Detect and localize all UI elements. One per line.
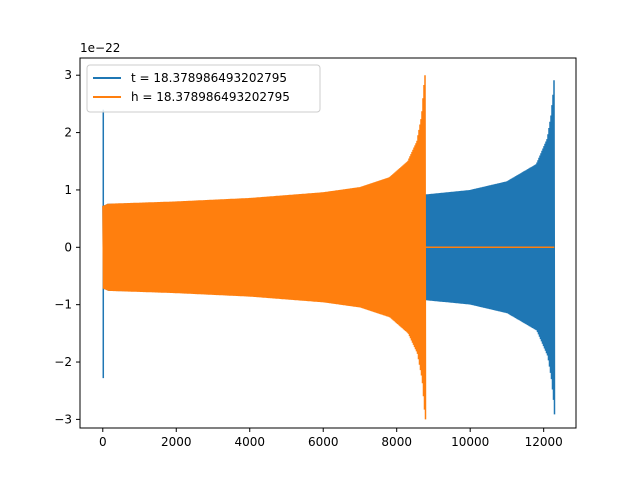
y-tick-label: 1 [64,183,72,197]
y-tick-label: 0 [64,240,72,254]
x-tick-label: 12000 [525,435,563,449]
legend: t = 18.378986493202795 h = 18.3789864932… [86,64,321,113]
series-h [102,75,555,420]
y-tick-label: 3 [64,68,72,82]
x-tick-label: 0 [99,435,107,449]
x-tick-label: 6000 [308,435,339,449]
y-tick-label: −3 [54,412,72,426]
x-axis: 0 2000 4000 6000 8000 10000 12000 [99,428,563,449]
plot-area [102,75,556,420]
legend-label-t: t = 18.378986493202795 [131,71,287,85]
x-tick-label: 8000 [381,435,412,449]
legend-label-h: h = 18.378986493202795 [131,90,290,104]
series-line [102,75,427,420]
y-tick-label: −2 [54,355,72,369]
y-tick-label: −1 [54,298,72,312]
axes-frame [79,57,577,429]
x-tick-label: 10000 [451,435,489,449]
x-tick-label: 2000 [161,435,192,449]
y-tick-label: 2 [64,126,72,140]
y-axis: −3 −2 −1 0 1 2 3 [54,68,80,426]
legend-box [86,64,321,113]
x-tick-label: 4000 [234,435,265,449]
y-scale-label: 1e−22 [80,41,120,55]
